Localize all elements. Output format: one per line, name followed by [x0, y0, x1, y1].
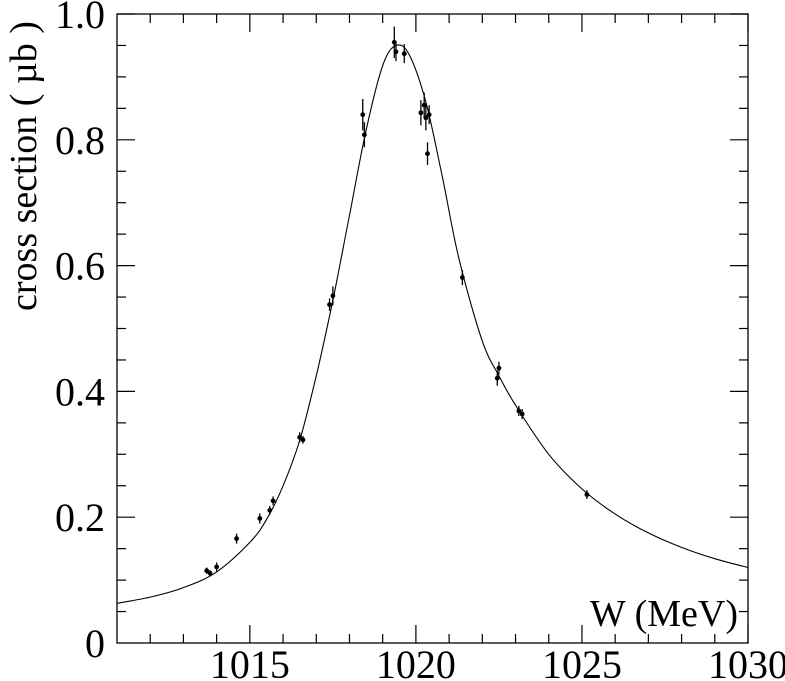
data-point: [207, 570, 213, 577]
point-marker: [494, 375, 500, 381]
point-marker: [516, 408, 522, 414]
point-marker: [214, 564, 220, 570]
point-marker: [425, 151, 430, 157]
point-marker: [257, 516, 263, 521]
point-marker: [459, 275, 465, 280]
data-point: [584, 490, 590, 499]
data-point: [423, 105, 429, 131]
y-tick-label: 0: [85, 621, 105, 666]
point-marker: [270, 498, 276, 504]
y-tick-label: 0.4: [55, 369, 105, 414]
data-point: [204, 567, 210, 574]
data-point: [327, 298, 332, 311]
point-marker: [207, 570, 213, 576]
y-tick-label: 1.0: [55, 0, 105, 37]
data-point: [297, 432, 303, 443]
data-point: [425, 142, 430, 165]
point-marker: [423, 115, 429, 121]
point-marker: [393, 49, 399, 55]
data-points: [204, 26, 590, 577]
x-axis-title: W (MeV): [590, 593, 738, 635]
plot-frame: [116, 13, 749, 644]
data-point: [393, 42, 399, 62]
data-point: [257, 513, 263, 524]
axis-ticks: [117, 13, 749, 643]
y-tick-label: 0.6: [55, 244, 105, 289]
point-marker: [426, 112, 432, 118]
point-marker: [496, 365, 502, 371]
fit-curve: [116, 44, 749, 604]
data-point: [270, 496, 276, 506]
point-marker: [360, 112, 366, 118]
data-point: [267, 505, 273, 515]
data-point: [426, 105, 432, 125]
point-marker: [584, 492, 590, 497]
data-point: [418, 100, 424, 126]
x-tick-label: 1030: [708, 642, 785, 681]
x-tick-label: 1025: [542, 642, 622, 681]
data-point: [494, 370, 500, 386]
y-axis-title: cross section ( µb ): [3, 21, 45, 311]
x-tick-label: 1015: [210, 642, 290, 681]
data-point: [214, 562, 220, 572]
tick-labels: 1015 1020 1025 1030 0 0.2 0.4 0.6 0.8 1.0: [55, 0, 785, 681]
point-marker: [234, 536, 239, 541]
point-marker: [327, 302, 332, 307]
data-point: [516, 405, 522, 416]
data-point: [300, 436, 306, 444]
point-marker: [297, 434, 303, 440]
data-point: [330, 286, 336, 306]
point-marker: [267, 507, 273, 513]
data-point: [234, 533, 239, 544]
point-marker: [300, 437, 306, 443]
data-point: [401, 44, 407, 64]
data-point: [360, 98, 366, 131]
data-point: [459, 270, 465, 286]
point-marker: [418, 110, 424, 116]
point-marker: [362, 132, 367, 138]
point-marker: [330, 293, 336, 299]
point-marker: [204, 568, 210, 574]
data-point: [362, 122, 367, 148]
point-marker: [401, 51, 407, 57]
y-tick-label: 0.2: [55, 495, 105, 540]
x-tick-label: 1020: [376, 642, 456, 681]
data-point: [496, 361, 502, 375]
point-marker: [519, 411, 525, 417]
y-tick-label: 0.8: [55, 118, 105, 163]
data-point: [519, 409, 525, 420]
